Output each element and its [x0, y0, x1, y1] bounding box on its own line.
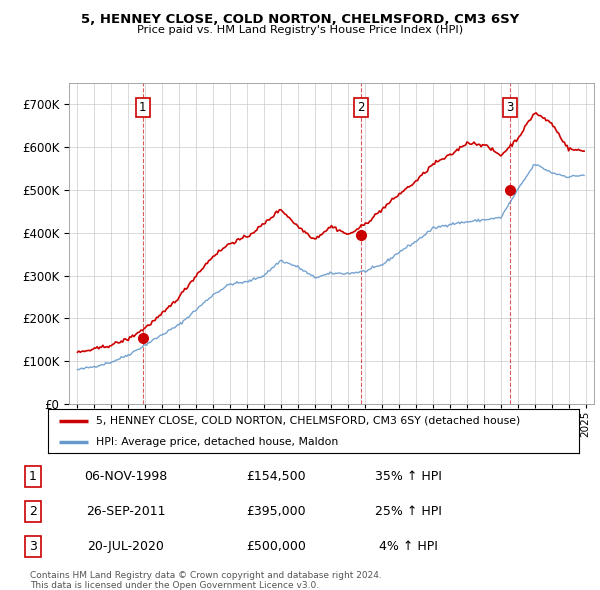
- Text: 3: 3: [506, 101, 514, 114]
- Text: Price paid vs. HM Land Registry's House Price Index (HPI): Price paid vs. HM Land Registry's House …: [137, 25, 463, 35]
- Text: This data is licensed under the Open Government Licence v3.0.: This data is licensed under the Open Gov…: [30, 581, 319, 589]
- Text: Contains HM Land Registry data © Crown copyright and database right 2024.: Contains HM Land Registry data © Crown c…: [30, 571, 382, 580]
- Text: 26-SEP-2011: 26-SEP-2011: [86, 505, 166, 519]
- Text: 2: 2: [357, 101, 365, 114]
- Text: 4% ↑ HPI: 4% ↑ HPI: [379, 540, 437, 553]
- Text: 1: 1: [139, 101, 146, 114]
- Text: £154,500: £154,500: [246, 470, 306, 483]
- Text: 3: 3: [29, 540, 37, 553]
- Text: 25% ↑ HPI: 25% ↑ HPI: [374, 505, 442, 519]
- Text: £395,000: £395,000: [246, 505, 306, 519]
- Text: 20-JUL-2020: 20-JUL-2020: [88, 540, 164, 553]
- Text: 35% ↑ HPI: 35% ↑ HPI: [374, 470, 442, 483]
- Text: 5, HENNEY CLOSE, COLD NORTON, CHELMSFORD, CM3 6SY: 5, HENNEY CLOSE, COLD NORTON, CHELMSFORD…: [81, 13, 519, 26]
- Text: 2: 2: [29, 505, 37, 519]
- Text: £500,000: £500,000: [246, 540, 306, 553]
- Text: 06-NOV-1998: 06-NOV-1998: [85, 470, 167, 483]
- Text: HPI: Average price, detached house, Maldon: HPI: Average price, detached house, Mald…: [96, 437, 338, 447]
- Text: 1: 1: [29, 470, 37, 483]
- Text: 5, HENNEY CLOSE, COLD NORTON, CHELMSFORD, CM3 6SY (detached house): 5, HENNEY CLOSE, COLD NORTON, CHELMSFORD…: [96, 416, 520, 426]
